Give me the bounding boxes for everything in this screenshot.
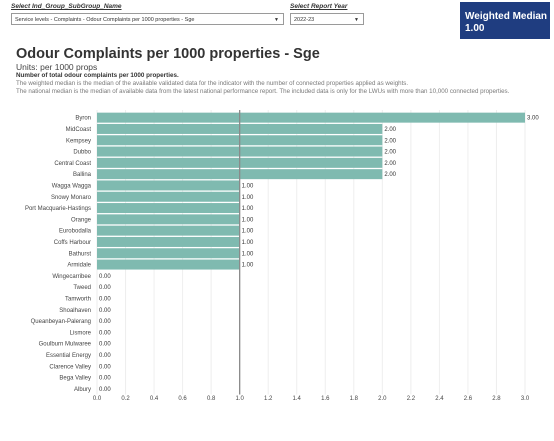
data-label: 0.00 [99, 308, 111, 314]
page-title: Odour Complaints per 1000 properties - S… [16, 46, 320, 62]
x-tick-label: 2.8 [492, 396, 501, 402]
bar [97, 203, 240, 214]
category-label: Wingecarribee [52, 274, 91, 280]
data-label: 0.00 [99, 296, 111, 302]
category-label: MidCoast [66, 127, 92, 133]
data-label: 0.00 [99, 387, 111, 393]
category-label: Dubbo [73, 150, 91, 156]
year-filter-select[interactable]: 2022-23 ▼ [290, 13, 364, 25]
group-filter-value: Service levels - Complaints - Odour Comp… [15, 17, 195, 23]
data-label: 0.00 [99, 342, 111, 348]
data-label: 0.00 [99, 353, 111, 359]
category-label: Ballina [73, 172, 92, 178]
data-label: 2.00 [384, 161, 396, 167]
category-label: Kempsey [66, 138, 91, 144]
group-filter-select[interactable]: Service levels - Complaints - Odour Comp… [11, 13, 284, 25]
x-tick-label: 3.0 [521, 396, 530, 402]
x-tick-label: 2.6 [464, 396, 473, 402]
category-label: Central Coast [54, 161, 91, 167]
data-label: 1.00 [242, 195, 254, 201]
x-tick-label: 1.2 [264, 396, 273, 402]
category-label: Tamworth [65, 296, 91, 302]
bar [97, 214, 240, 225]
x-tick-label: 1.8 [350, 396, 359, 402]
data-label: 2.00 [384, 127, 396, 133]
data-label: 3.00 [527, 116, 539, 122]
data-label: 2.00 [384, 138, 396, 144]
bar [97, 191, 240, 202]
category-label: Byron [75, 116, 91, 122]
category-label: Port Macquarie-Hastings [25, 206, 91, 212]
data-label: 0.00 [99, 330, 111, 336]
weighted-median-note: The weighted median is the median of the… [16, 80, 409, 87]
x-tick-label: 1.6 [321, 396, 330, 402]
data-label: 1.00 [242, 183, 254, 189]
data-label: 1.00 [242, 251, 254, 257]
category-label: Tweed [73, 285, 91, 291]
x-tick-label: 2.4 [435, 396, 444, 402]
data-label: 0.00 [99, 274, 111, 280]
bar-chart: Byron 3.00 MidCoast 2.00 Kempsey 2.00 Dubbo 2.0… [25, 110, 539, 402]
chevron-down-icon: ▼ [354, 17, 359, 23]
data-label: 0.00 [99, 319, 111, 325]
data-label: 1.00 [242, 263, 254, 269]
data-label: 1.00 [242, 206, 254, 212]
kpi-value: 1.00 [465, 23, 485, 34]
category-label: Armidale [67, 263, 91, 269]
x-tick-label: 2.2 [407, 396, 416, 402]
category-label: Queanbeyan-Palerang [31, 319, 91, 325]
x-tick-label: 0.0 [93, 396, 102, 402]
data-label: 2.00 [384, 150, 396, 156]
chevron-down-icon: ▼ [274, 17, 279, 23]
x-tick-label: 1.0 [235, 396, 244, 402]
national-median-note: The national median is the median of ava… [16, 88, 510, 95]
x-tick-label: 1.4 [293, 396, 302, 402]
bar [97, 259, 240, 270]
bar [97, 225, 240, 236]
category-label: Bathurst [69, 251, 92, 257]
category-label: Essential Energy [46, 353, 91, 359]
bar [97, 236, 240, 247]
data-label: 1.00 [242, 240, 254, 246]
x-tick-label: 0.6 [178, 396, 187, 402]
bar [97, 248, 240, 259]
category-label: Coffs Harbour [54, 240, 91, 246]
x-tick-label: 2.0 [378, 396, 387, 402]
data-label: 0.00 [99, 364, 111, 370]
category-label: Orange [71, 217, 92, 223]
year-filter-label: Select Report Year [290, 3, 348, 10]
year-filter-value: 2022-23 [294, 17, 315, 23]
indicator-description: Number of total odour complaints per 100… [16, 72, 179, 79]
category-label: Albury [74, 387, 91, 393]
x-tick-label: 0.8 [207, 396, 216, 402]
category-label: Bega Valley [59, 376, 91, 382]
category-label: Wagga Wagga [52, 183, 92, 189]
category-label: Clarence Valley [49, 364, 91, 370]
group-filter-label: Select Ind_Group_SubGroup_Name [11, 3, 122, 10]
category-label: Goulburn Mulwaree [39, 342, 92, 348]
category-label: Shoalhaven [59, 308, 91, 314]
units-label: Units: per 1000 props [16, 62, 98, 72]
category-label: Lismore [70, 330, 92, 336]
data-label: 2.00 [384, 172, 396, 178]
kpi-label: Weighted Median [465, 11, 548, 22]
x-tick-label: 0.2 [121, 396, 130, 402]
bar [97, 180, 240, 191]
data-label: 1.00 [242, 217, 254, 223]
data-label: 0.00 [99, 376, 111, 382]
category-label: Snowy Monaro [51, 195, 92, 201]
bar [97, 112, 525, 123]
category-label: Eurobodalla [59, 229, 92, 235]
x-tick-label: 0.4 [150, 396, 159, 402]
weighted-median-card: Weighted Median 1.00 [460, 2, 550, 39]
data-label: 1.00 [242, 229, 254, 235]
data-label: 0.00 [99, 285, 111, 291]
